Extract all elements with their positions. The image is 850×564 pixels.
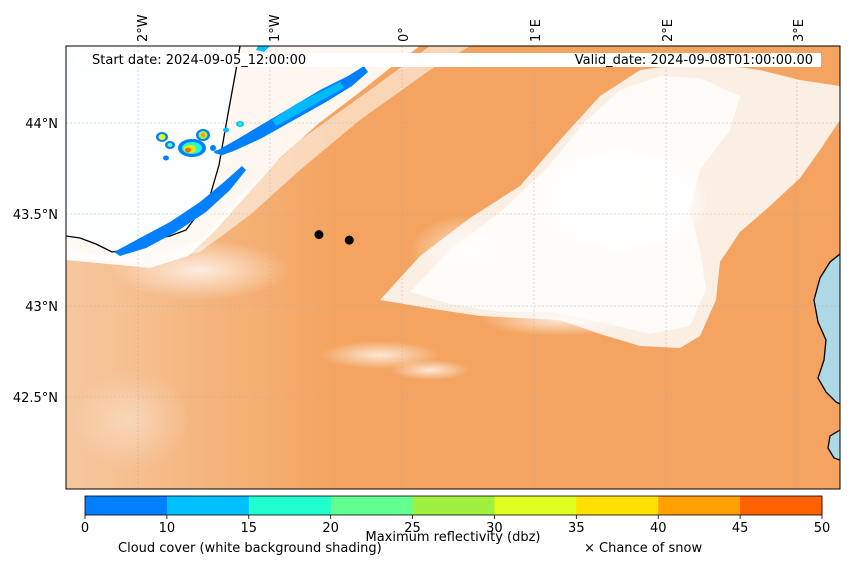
cloud-patch [480,304,640,336]
colorbar-segment [330,496,414,515]
lon-tick-label: 1°W [268,14,283,42]
colorbar-segment [576,496,659,515]
longitude-ticks: 2°W 1°W 0° 1°E 2°E 3°E [136,14,807,42]
colorbar-segment [658,496,741,515]
colorbar-tick-labels: 0 10 15 20 25 30 35 40 45 50 [81,521,830,536]
cloud-patch [110,240,290,300]
reflectivity-band [272,82,344,126]
colorbar-tick-label: 25 [404,521,421,536]
lon-tick-label: 1°E [529,19,544,42]
reflectivity-band [256,46,270,52]
cloud-patch [70,370,190,470]
colorbar-segment [494,496,577,515]
colorbar-segment [85,496,168,515]
location-marker [344,235,354,245]
lat-tick-label: 44°N [25,117,58,132]
markers-layer [314,230,354,245]
colorbar-segment [412,496,495,515]
gridlines [66,46,840,489]
cloud-patch [530,140,710,260]
colorbar-tick-label: 45 [732,521,749,536]
location-marker [314,230,324,240]
lon-tick-label: 2°E [661,19,676,42]
colorbar-tick-label: 0 [81,521,89,536]
latitude-ticks: 44°N 43.5°N 43°N 42.5°N [13,117,58,406]
lon-tick-label: 2°W [136,14,151,42]
valid-date-label: Valid_date: 2024-09-08T01:00:00.00 [575,53,813,68]
colorbar-title: Maximum reflectivity (dbz) [366,530,541,545]
lat-tick-label: 43.5°N [13,208,58,223]
colorbar-tick-label: 15 [241,521,258,536]
lon-tick-label: 3°E [792,19,807,42]
colorbar-segment [740,496,823,515]
colorbar-tick-marks [84,515,823,519]
cloud-cover-northwest [66,46,420,268]
cloud-cover-northwest-fade [66,46,470,262]
colorbar-tick-label: 35 [568,521,585,536]
map-frame [65,45,841,490]
cloud-patch [390,360,470,380]
reflectivity-band [114,166,246,256]
lat-tick-label: 43°N [25,300,58,315]
lon-tick-label: 0° [397,27,412,42]
colorbar-frame [84,495,823,516]
cloud-patch [410,215,530,285]
reflectivity-colorbar: 0 10 15 20 25 30 35 40 45 50 [81,495,830,536]
lat-tick-label: 42.5°N [13,391,58,406]
cloud-cover-legend-label: Cloud cover (white background shading) [118,541,382,556]
colorbar-tick-label: 10 [159,521,176,536]
date-header-strip [76,53,821,67]
mediterranean-coastline [813,253,840,405]
mediterranean-sea [814,254,840,404]
mediterranean-coastline-south [827,429,840,461]
storm-cells [156,121,244,161]
colorbar-segment [248,496,332,515]
colorbar-tick-label: 30 [486,521,503,536]
start-date-label: Start date: 2024-09-05_12:00:00 [92,53,306,68]
map-panel [66,46,840,489]
colorbar-segments [85,496,823,515]
colorbar-tick-label: 20 [322,521,339,536]
colorbar-segment [166,496,250,515]
colorbar-tick-label: 40 [650,521,667,536]
snow-legend-label: × Chance of snow [584,541,702,556]
colorbar-tick-label: 50 [814,521,831,536]
